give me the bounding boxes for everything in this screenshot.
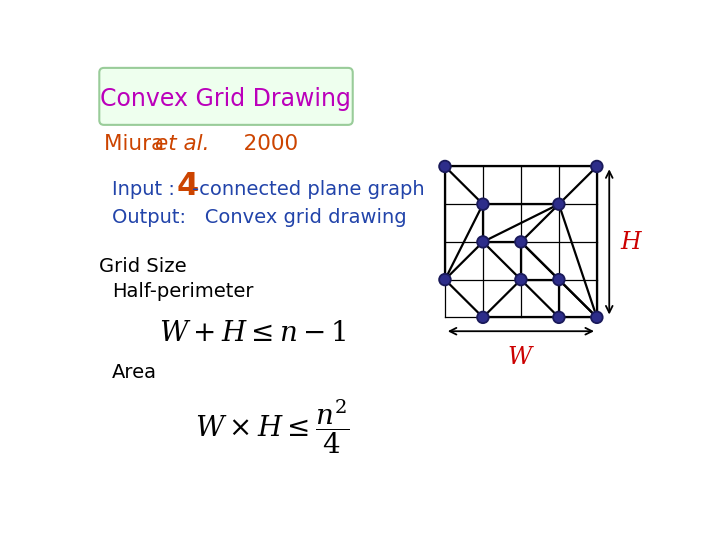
Circle shape <box>439 274 451 286</box>
Text: Area: Area <box>112 363 157 382</box>
Circle shape <box>553 274 564 286</box>
Text: Output:   Convex grid drawing: Output: Convex grid drawing <box>112 208 406 227</box>
Text: -connected plane graph: -connected plane graph <box>192 180 425 199</box>
Circle shape <box>515 274 527 286</box>
Circle shape <box>477 198 489 210</box>
Text: $W \times H \leq \dfrac{n^2}{4}$: $W \times H \leq \dfrac{n^2}{4}$ <box>195 397 349 456</box>
Text: Miura: Miura <box>104 134 171 154</box>
Text: 4: 4 <box>177 171 199 202</box>
Circle shape <box>515 236 527 248</box>
Text: et al.: et al. <box>155 134 210 154</box>
Circle shape <box>477 236 489 248</box>
Text: 2000: 2000 <box>215 134 297 154</box>
Circle shape <box>477 312 489 323</box>
FancyBboxPatch shape <box>99 68 353 125</box>
Text: Half-perimeter: Half-perimeter <box>112 282 253 301</box>
Text: $W + H \leq n - 1$: $W + H \leq n - 1$ <box>159 319 346 347</box>
Text: Input :: Input : <box>112 180 181 199</box>
Text: $H$: $H$ <box>620 230 644 254</box>
Text: Grid Size: Grid Size <box>99 257 187 276</box>
Circle shape <box>553 198 564 210</box>
Circle shape <box>553 312 564 323</box>
Circle shape <box>591 312 603 323</box>
Text: $W$: $W$ <box>507 345 535 369</box>
Circle shape <box>439 161 451 172</box>
Circle shape <box>591 161 603 172</box>
Text: Convex Grid Drawing: Convex Grid Drawing <box>100 87 351 111</box>
